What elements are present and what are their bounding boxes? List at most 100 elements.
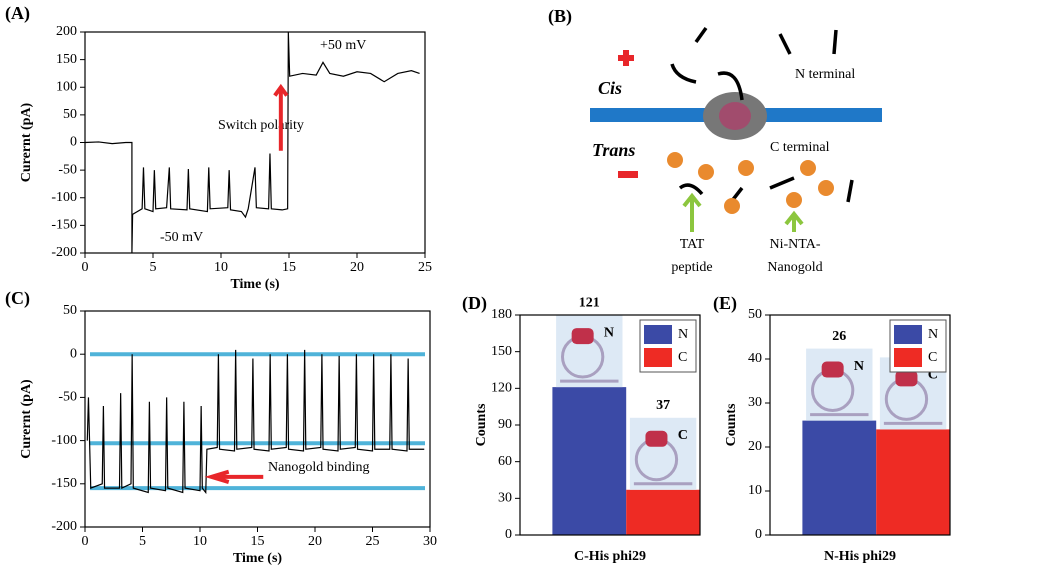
y-tick-label: 40 xyxy=(748,351,762,366)
inset: N xyxy=(556,315,623,388)
panel-label: (C) xyxy=(5,288,30,309)
y-tick-label: 120 xyxy=(491,381,512,396)
y-tick-label: 20 xyxy=(748,439,762,454)
y-tick-label: -50 xyxy=(58,390,77,405)
x-axis-title: Time (s) xyxy=(230,277,279,292)
pore-protein xyxy=(571,328,594,345)
nanogold-label: Nanogold xyxy=(767,260,822,275)
y-tick-label: 0 xyxy=(505,527,512,542)
pore-core xyxy=(719,102,751,130)
legend-label: N xyxy=(928,327,938,342)
particle xyxy=(786,192,802,208)
legend-swatch xyxy=(644,325,672,344)
panel-label: (E) xyxy=(713,293,737,314)
panel-label: (A) xyxy=(5,3,30,24)
x-tick-label: 15 xyxy=(282,260,296,275)
y-tick-label: 0 xyxy=(70,135,77,150)
nanogold-particles xyxy=(667,152,834,214)
y-tick-label: 100 xyxy=(56,79,77,94)
y-axis-title: Curernt (pA) xyxy=(19,102,34,182)
arrow xyxy=(784,210,804,232)
c-terminal-label: C terminal xyxy=(770,140,830,155)
y-tick-label: 10 xyxy=(748,483,762,498)
annotation: Switch polarity xyxy=(218,118,304,133)
x-axis-title: N-His phi29 xyxy=(824,549,896,564)
y-tick-label: 150 xyxy=(491,344,512,359)
peptide xyxy=(769,176,795,190)
panel-label: (B) xyxy=(548,6,572,27)
particle xyxy=(698,164,714,180)
inset: C xyxy=(629,417,697,490)
plus-sign xyxy=(618,50,634,66)
annotation: +50 mV xyxy=(320,38,366,53)
x-tick-label: 10 xyxy=(214,260,228,275)
value-label: 121 xyxy=(579,295,600,310)
y-tick-label: 30 xyxy=(748,395,762,410)
inset-letter: C xyxy=(928,368,938,383)
arrow xyxy=(273,83,289,151)
y-tick-label: -150 xyxy=(51,476,77,491)
y-axis-title: Counts xyxy=(724,403,739,446)
y-tick-label: 50 xyxy=(748,307,762,322)
x-tick-label: 25 xyxy=(418,260,432,275)
x-tick-label: 0 xyxy=(82,534,89,549)
particle xyxy=(738,160,754,176)
panel-label: (D) xyxy=(462,293,487,314)
x-axis-title: Time (s) xyxy=(233,551,282,566)
legend-swatch xyxy=(894,325,922,344)
pore-protein xyxy=(821,361,844,378)
peptide xyxy=(678,183,704,196)
n-terminal-label: N terminal xyxy=(795,67,855,82)
x-tick-label: 5 xyxy=(150,260,157,275)
plot-frame xyxy=(84,31,426,254)
pore-protein xyxy=(895,370,918,387)
y-tick-label: 90 xyxy=(498,417,512,432)
y-tick-label: 180 xyxy=(491,307,512,322)
plot-frame xyxy=(519,314,701,536)
plot-frame xyxy=(769,314,951,536)
particle xyxy=(724,198,740,214)
x-tick-label: 0 xyxy=(82,260,89,275)
bar xyxy=(626,489,700,535)
trans-label: Trans xyxy=(592,140,635,160)
particle xyxy=(818,180,834,196)
peptide xyxy=(778,33,792,55)
value-label: 26 xyxy=(832,329,846,344)
peptide xyxy=(717,71,744,101)
x-tick-label: 5 xyxy=(139,534,146,549)
plot-frame xyxy=(84,310,431,528)
bar xyxy=(802,420,877,535)
inset-letter: N xyxy=(604,325,614,340)
y-tick-label: 0 xyxy=(70,346,77,361)
peptide xyxy=(832,29,838,55)
y-tick-label: 30 xyxy=(498,491,512,506)
peptide xyxy=(670,63,697,84)
legend-swatch xyxy=(894,348,922,367)
inset-letter: C xyxy=(678,428,688,443)
tat-label: peptide xyxy=(671,260,712,275)
x-tick-label: 15 xyxy=(251,534,265,549)
diagram: (B) Cis Trans N terminal C terminal xyxy=(548,6,882,275)
legend-label: C xyxy=(678,350,687,365)
y-tick-label: 50 xyxy=(63,107,77,122)
value-label: 37 xyxy=(656,398,670,413)
peptide xyxy=(694,26,708,44)
y-tick-label: -150 xyxy=(51,218,77,233)
minus-sign xyxy=(618,171,638,178)
inset: N xyxy=(806,348,873,421)
y-tick-label: 200 xyxy=(56,24,77,39)
x-tick-label: 25 xyxy=(366,534,380,549)
particle xyxy=(667,152,683,168)
tat-label: TAT xyxy=(680,237,705,252)
x-tick-label: 10 xyxy=(193,534,207,549)
y-axis-title: Curernt (pA) xyxy=(19,379,34,459)
bar xyxy=(876,429,950,535)
legend-swatch xyxy=(644,348,672,367)
legend-label: N xyxy=(678,327,688,342)
inset-letter: N xyxy=(854,359,864,374)
arrow xyxy=(204,469,264,484)
y-tick-label: -50 xyxy=(58,162,77,177)
y-tick-label: 150 xyxy=(56,52,77,67)
annotation: Nanogold binding xyxy=(268,460,370,475)
